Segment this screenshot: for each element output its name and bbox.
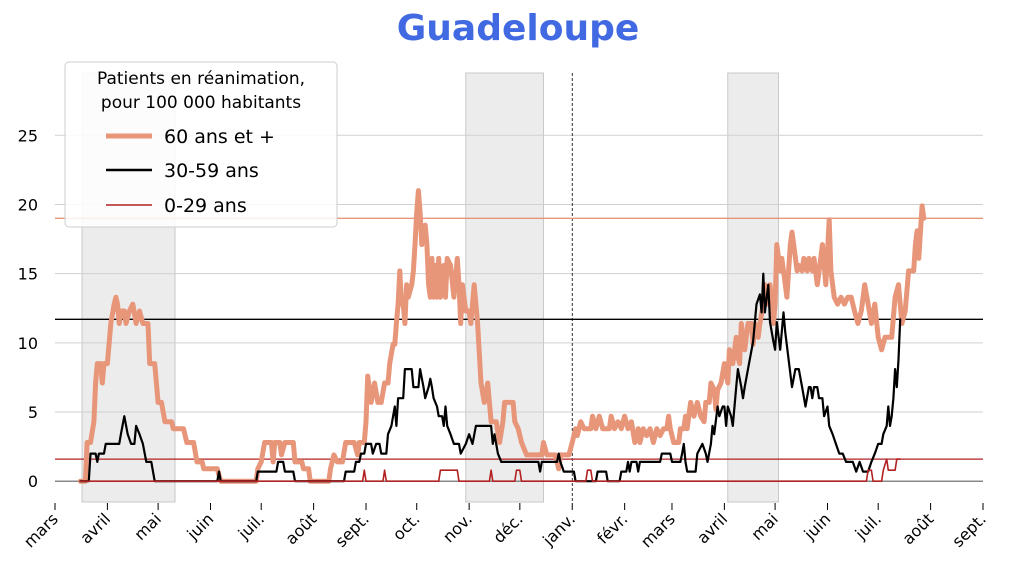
legend-title-line2: pour 100 000 habitants [101, 93, 301, 113]
legend-label-30-59: 30-59 ans [164, 160, 259, 182]
x-tick-label-1: avril [76, 509, 114, 547]
x-tick-label-8: nov. [439, 509, 476, 546]
x-tick-label-13: avril [693, 509, 731, 547]
y-tick-label-15: 15 [18, 265, 38, 284]
chart-title: Guadeloupe [396, 8, 640, 49]
y-axis: 0 5 10 15 20 25 [18, 126, 38, 491]
y-tick-label-25: 25 [18, 126, 38, 145]
x-axis: mars avril mai juin juil. août sept. oct. nov. dé… [20, 503, 990, 551]
x-tick-label-4: juil. [234, 509, 268, 543]
series-line-0-29 [79, 458, 901, 482]
y-tick-label-5: 5 [28, 403, 38, 422]
shaded-period-2 [465, 72, 545, 503]
legend-label-60-plus: 60 ans et + [164, 126, 275, 148]
y-tick-label-20: 20 [18, 195, 38, 214]
x-tick-label-11: févr. [593, 509, 631, 547]
x-tick-label-5: août [282, 509, 321, 548]
x-tick-label-0: mars [20, 509, 62, 551]
legend: Patients en réanimation, pour 100 000 ha… [64, 61, 338, 228]
x-tick-label-10: janv. [538, 509, 579, 550]
x-tick-label-6: sept. [331, 509, 373, 551]
x-tick-label-17: août [899, 509, 938, 548]
x-tick-label-15: juin [800, 509, 835, 544]
x-tick-label-7: oct. [389, 509, 424, 544]
x-tick-label-16: juil. [851, 509, 885, 543]
series-line-60-plus [77, 188, 927, 484]
legend-label-0-29: 0-29 ans [164, 195, 247, 217]
x-tick-label-14: mai [747, 509, 782, 544]
x-tick-label-18: sept. [948, 509, 990, 551]
x-tick-label-2: mai [130, 509, 165, 544]
series-lines [77, 188, 927, 484]
legend-box [64, 61, 338, 228]
x-tick-label-9: déc. [489, 509, 526, 546]
y-tick-label-0: 0 [28, 472, 38, 491]
x-tick-label-3: juin [183, 509, 218, 544]
x-tick-label-12: mars [637, 509, 679, 551]
legend-title-line1: Patients en réanimation, [97, 69, 305, 89]
y-tick-label-10: 10 [18, 334, 38, 353]
